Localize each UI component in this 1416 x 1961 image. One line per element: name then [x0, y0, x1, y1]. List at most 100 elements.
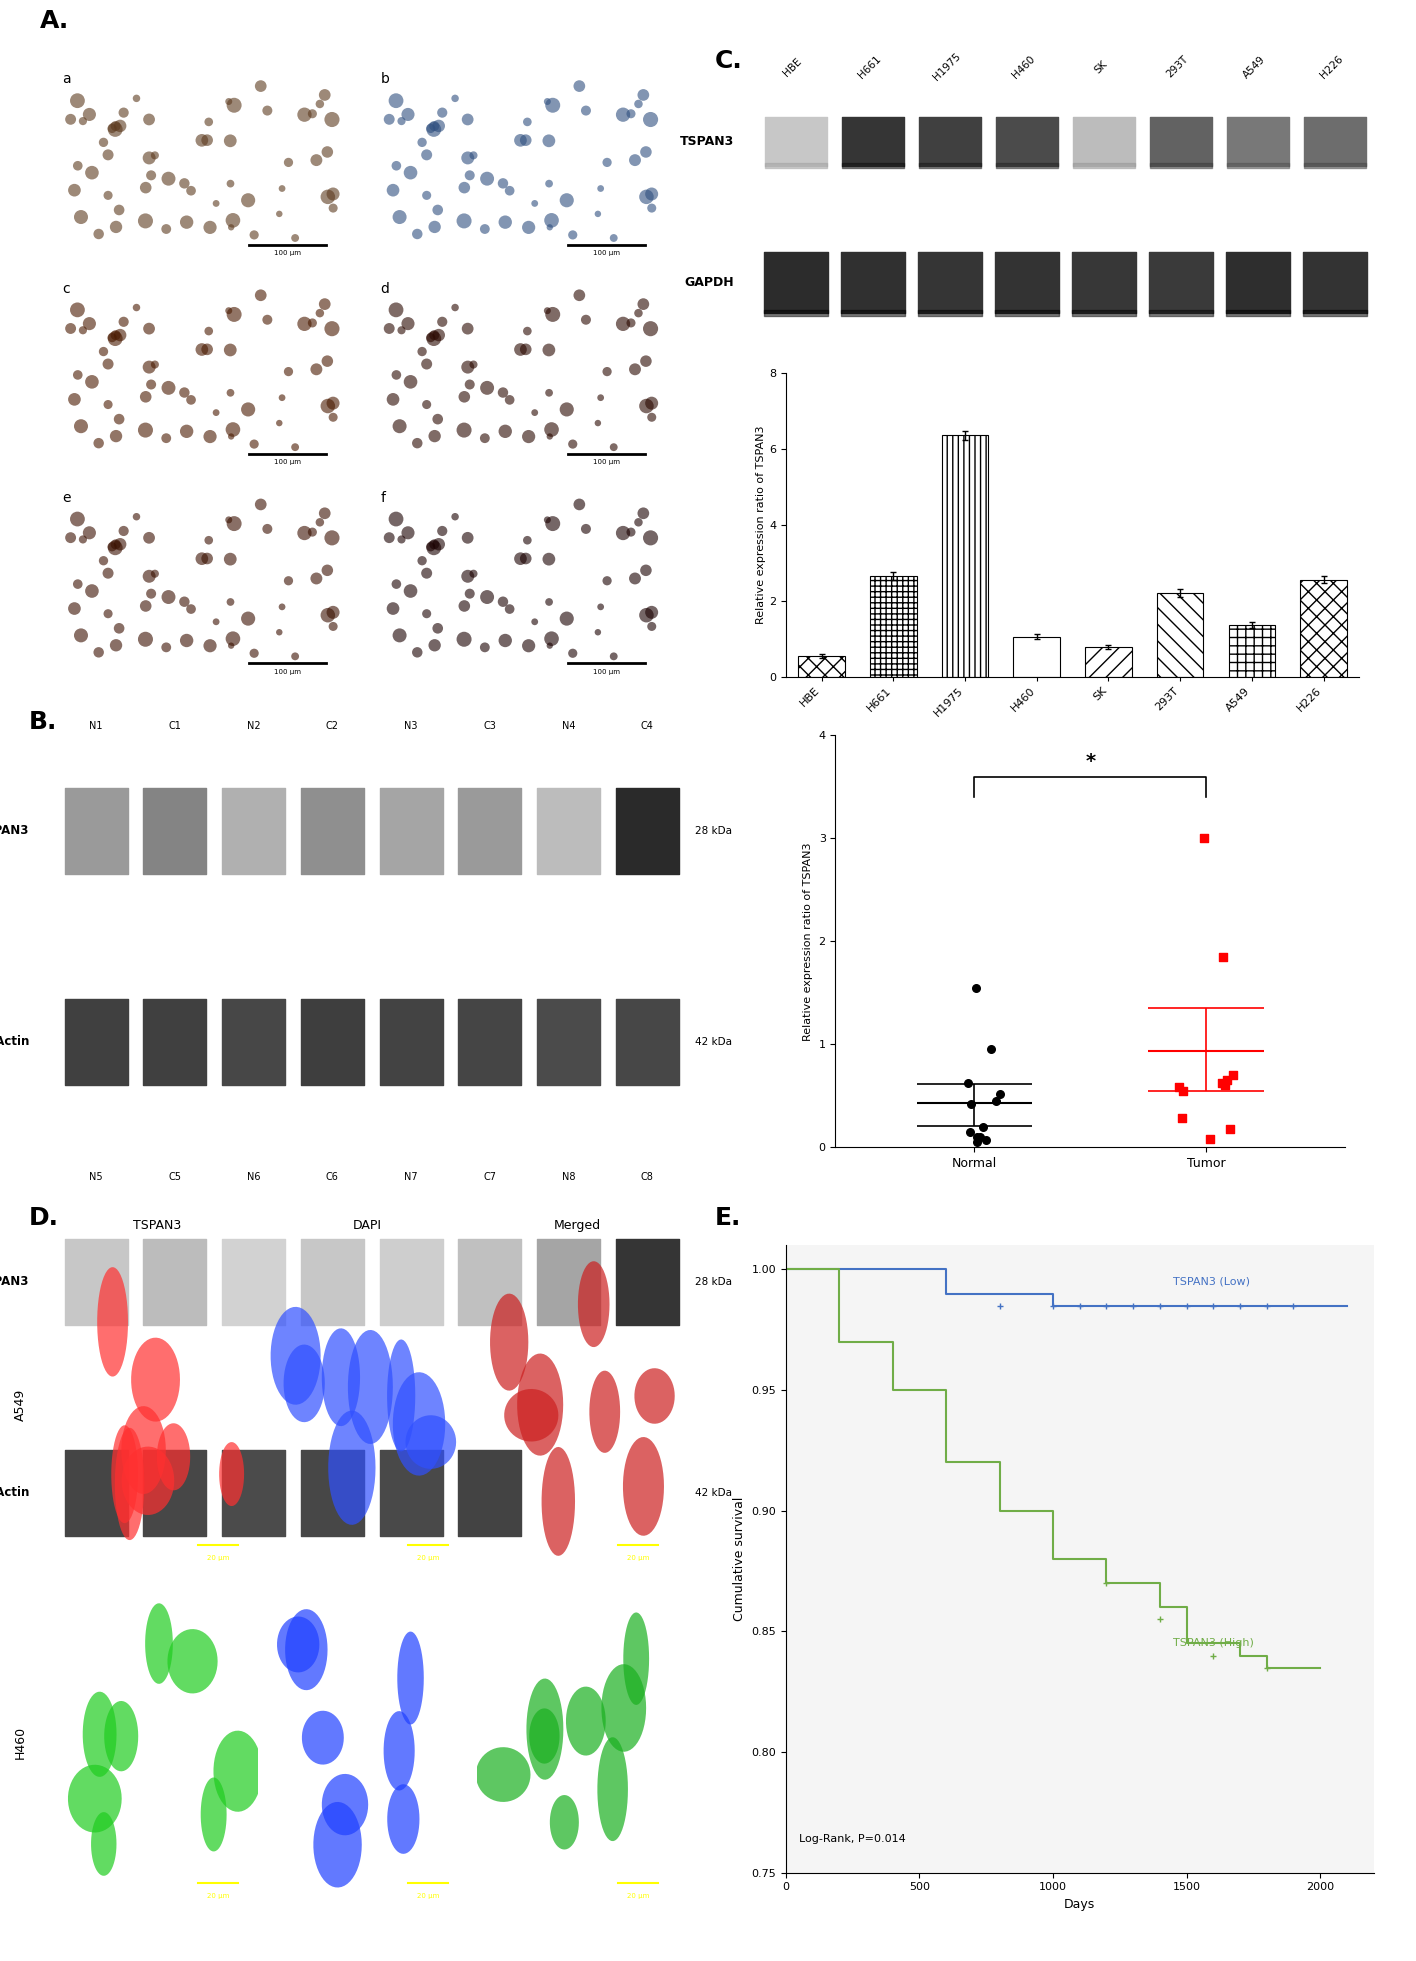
Point — [396, 98, 419, 129]
Point — [283, 431, 306, 463]
Text: C1: C1 — [169, 722, 181, 731]
Point — [422, 531, 445, 563]
Point — [453, 380, 476, 412]
Point — [555, 394, 578, 426]
TSPAN3 (High) — [991, 1451, 1008, 1475]
Point — [636, 390, 658, 422]
Point — [517, 422, 539, 453]
Polygon shape — [285, 1610, 327, 1690]
Point — [396, 308, 419, 339]
Polygon shape — [321, 1328, 360, 1426]
Point — [620, 308, 643, 339]
Point — [411, 335, 433, 367]
Polygon shape — [302, 1710, 344, 1765]
Point — [494, 206, 517, 237]
Point — [541, 508, 564, 539]
Point — [268, 198, 290, 229]
Point — [473, 214, 496, 245]
Point — [575, 94, 598, 126]
Text: 20 μm: 20 μm — [627, 1892, 649, 1898]
Point — [627, 88, 650, 120]
Point — [476, 580, 498, 612]
Point — [173, 586, 195, 618]
Bar — [1157, 592, 1204, 677]
Point — [399, 157, 422, 188]
Point — [498, 384, 521, 416]
Point — [385, 294, 408, 326]
Point — [494, 416, 517, 447]
Point — [105, 529, 127, 561]
Point — [96, 139, 119, 171]
TSPAN3 (High) — [1097, 1547, 1114, 1571]
Point — [293, 98, 316, 129]
Point — [1211, 1067, 1233, 1098]
Point — [378, 314, 401, 345]
Point — [309, 88, 331, 120]
Point — [101, 114, 123, 145]
Text: DAPI: DAPI — [353, 1220, 382, 1232]
Polygon shape — [634, 1369, 675, 1424]
Point — [515, 316, 538, 347]
Point — [430, 96, 453, 127]
Point — [256, 94, 279, 126]
Point — [980, 1033, 1003, 1065]
Point — [510, 333, 532, 365]
Text: C.: C. — [715, 49, 743, 73]
Point — [219, 422, 242, 453]
Polygon shape — [68, 1765, 122, 1832]
Point — [302, 98, 324, 129]
Point — [198, 422, 221, 453]
Point — [415, 388, 438, 420]
Point — [219, 126, 242, 157]
Point — [1219, 1114, 1242, 1145]
Polygon shape — [387, 1339, 415, 1451]
Point — [473, 631, 496, 663]
Text: 100 μm: 100 μm — [593, 459, 620, 465]
Point — [96, 349, 119, 380]
TSPAN3 (Low) — [1311, 1294, 1328, 1318]
Point — [137, 561, 160, 592]
Point — [92, 335, 115, 367]
Text: H460: H460 — [14, 1726, 27, 1759]
TSPAN3 (Low) — [884, 1257, 901, 1281]
Point — [135, 414, 157, 445]
Point — [456, 104, 479, 135]
Text: TSPAN3: TSPAN3 — [0, 824, 30, 837]
Point — [612, 98, 634, 129]
Point — [612, 308, 634, 339]
Point — [88, 427, 110, 459]
Point — [537, 86, 559, 118]
Point — [101, 322, 123, 353]
TSPAN3 (High) — [1232, 1632, 1249, 1655]
Point — [639, 314, 661, 345]
Point — [596, 147, 619, 178]
Point — [378, 104, 401, 135]
Point — [191, 126, 214, 157]
Point — [96, 180, 119, 212]
Point — [476, 163, 498, 194]
Point — [304, 145, 327, 176]
X-axis label: Days: Days — [1063, 1898, 1096, 1912]
Point — [453, 206, 476, 237]
Point — [430, 516, 453, 547]
Polygon shape — [270, 1306, 320, 1404]
Point — [198, 212, 221, 243]
Point — [78, 308, 101, 339]
Point — [278, 565, 300, 596]
Text: 42 kDa: 42 kDa — [695, 1488, 732, 1498]
Point — [399, 367, 422, 398]
Point — [191, 333, 214, 365]
Point — [112, 96, 135, 127]
TSPAN3 (High) — [777, 1257, 794, 1281]
Polygon shape — [398, 1632, 423, 1724]
TSPAN3 (High) — [1045, 1498, 1062, 1522]
Text: *: * — [1085, 753, 1096, 771]
Point — [173, 377, 195, 408]
Point — [1214, 1071, 1236, 1102]
TSPAN3 (Low) — [831, 1257, 848, 1281]
Point — [81, 575, 103, 606]
Point — [180, 175, 202, 206]
Point — [309, 506, 331, 537]
Polygon shape — [214, 1732, 262, 1812]
Polygon shape — [384, 1712, 415, 1790]
